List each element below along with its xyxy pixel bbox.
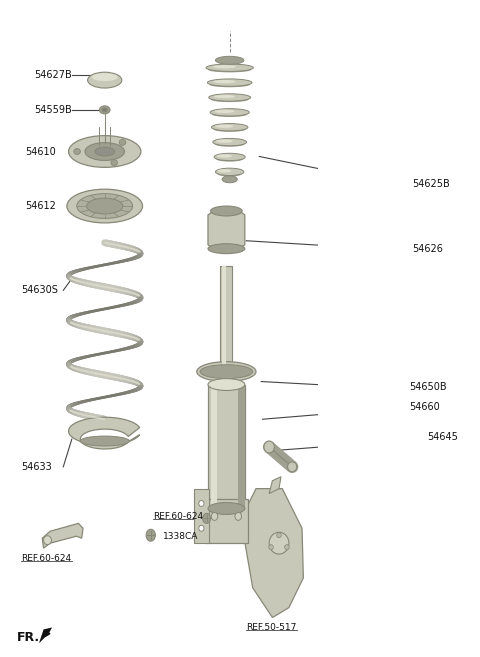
Ellipse shape [207,79,252,86]
Text: 54650B: 54650B [409,382,447,392]
Ellipse shape [216,125,234,128]
Ellipse shape [206,64,253,72]
Bar [220,265,232,370]
FancyArrowPatch shape [45,631,49,636]
Polygon shape [208,211,245,249]
Ellipse shape [111,160,118,166]
Text: 54612: 54612 [25,201,56,211]
Ellipse shape [67,189,143,223]
Ellipse shape [208,503,245,514]
Ellipse shape [44,535,51,545]
Ellipse shape [209,82,250,87]
Ellipse shape [215,141,245,147]
Ellipse shape [216,139,233,143]
Text: REF.60-624: REF.60-624 [153,512,203,521]
Text: 54610: 54610 [25,147,56,156]
Text: FR.: FR. [17,631,40,644]
Bar [222,265,226,370]
Text: 1338CA: 1338CA [163,532,198,541]
Ellipse shape [216,154,232,158]
Ellipse shape [146,530,156,541]
Ellipse shape [208,244,245,254]
Ellipse shape [199,526,204,532]
Ellipse shape [213,65,236,68]
Bar [193,489,209,543]
Polygon shape [69,417,140,449]
Text: 54627B: 54627B [35,70,72,80]
Ellipse shape [74,148,80,154]
Ellipse shape [200,365,252,378]
Ellipse shape [222,176,237,183]
Ellipse shape [95,147,115,156]
Text: 54633: 54633 [21,462,52,472]
Ellipse shape [119,139,126,145]
Ellipse shape [214,127,246,132]
Ellipse shape [85,143,124,160]
Bar [238,384,245,509]
Bar [204,499,248,543]
Polygon shape [42,524,83,548]
Ellipse shape [269,545,273,550]
Bar [211,384,217,509]
Ellipse shape [197,362,256,382]
Ellipse shape [216,168,244,175]
Ellipse shape [211,124,248,131]
Ellipse shape [217,169,231,173]
Ellipse shape [211,97,249,102]
Bar [208,384,245,509]
Ellipse shape [208,378,245,390]
Text: 54645: 54645 [427,432,458,442]
Ellipse shape [86,198,123,214]
Ellipse shape [92,73,118,81]
Ellipse shape [214,95,235,98]
Ellipse shape [208,67,252,72]
Ellipse shape [203,513,211,524]
Polygon shape [244,489,303,618]
Text: 54630S: 54630S [21,285,58,296]
Ellipse shape [216,57,244,64]
Ellipse shape [102,108,108,112]
Ellipse shape [199,501,204,507]
Ellipse shape [217,171,242,177]
Text: 54660: 54660 [409,402,440,413]
Ellipse shape [211,512,218,520]
Ellipse shape [276,533,281,537]
Ellipse shape [288,462,297,472]
Polygon shape [39,627,52,643]
Ellipse shape [77,194,132,218]
Ellipse shape [235,512,241,520]
Polygon shape [269,477,281,493]
Text: 54559B: 54559B [35,105,72,115]
Ellipse shape [212,112,247,117]
Ellipse shape [214,153,245,161]
Ellipse shape [211,206,242,216]
Ellipse shape [216,156,243,162]
Ellipse shape [88,72,122,88]
Ellipse shape [213,80,236,83]
Ellipse shape [264,441,275,453]
Ellipse shape [210,108,249,116]
Text: 54626: 54626 [412,244,443,254]
Ellipse shape [209,94,251,101]
Text: REF.60-624: REF.60-624 [21,554,72,562]
Ellipse shape [69,135,141,168]
Text: 54625B: 54625B [412,179,450,189]
Ellipse shape [215,110,234,113]
Text: REF.50-517: REF.50-517 [246,623,297,632]
Ellipse shape [213,139,247,146]
Ellipse shape [99,106,110,114]
Ellipse shape [285,545,289,550]
Ellipse shape [269,532,289,554]
Ellipse shape [80,436,130,446]
